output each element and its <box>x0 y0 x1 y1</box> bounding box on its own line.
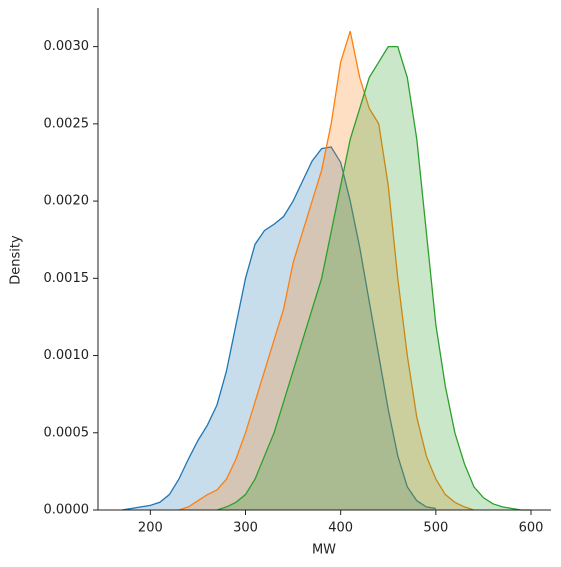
density-line <box>216 45 532 511</box>
x-tick-label: 400 <box>328 521 353 536</box>
x-tick-label: 500 <box>423 521 448 536</box>
x-tick-label: 600 <box>519 521 544 536</box>
y-tick-label: 0.0005 <box>44 425 90 440</box>
density-area <box>178 31 474 510</box>
x-tick-label: 300 <box>233 521 258 536</box>
y-tick-label: 0.0020 <box>44 194 90 209</box>
y-axis-label: Density <box>9 235 24 285</box>
x-axis-label: MW <box>312 543 336 558</box>
density-area <box>216 46 532 511</box>
y-tick-label: 0.0025 <box>44 116 90 131</box>
y-tick-label: 0.0000 <box>44 503 90 518</box>
y-tick-label: 0.0015 <box>44 271 90 286</box>
y-tick-label: 0.0030 <box>44 39 90 54</box>
y-tick-label: 0.0010 <box>44 348 90 363</box>
density-line <box>178 30 475 511</box>
x-tick-label: 200 <box>138 521 163 536</box>
density-line <box>121 146 436 511</box>
